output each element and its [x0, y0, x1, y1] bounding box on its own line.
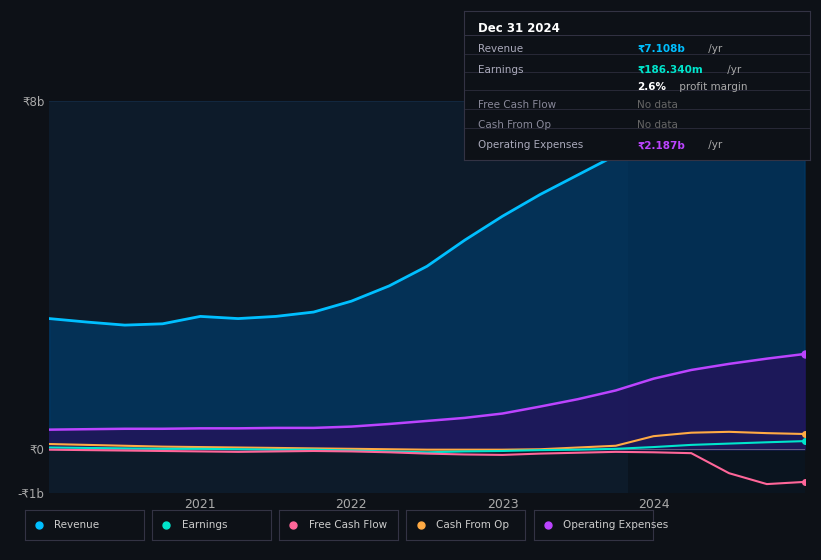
Text: Earnings: Earnings — [478, 64, 523, 74]
Text: ₹186.340m: ₹186.340m — [637, 64, 703, 74]
Text: Free Cash Flow: Free Cash Flow — [309, 520, 387, 530]
Text: Earnings: Earnings — [181, 520, 227, 530]
Text: No data: No data — [637, 119, 678, 129]
Text: Dec 31 2024: Dec 31 2024 — [478, 22, 560, 35]
Text: Operating Expenses: Operating Expenses — [563, 520, 668, 530]
Text: Free Cash Flow: Free Cash Flow — [478, 100, 556, 110]
Text: Cash From Op: Cash From Op — [478, 119, 551, 129]
Text: /yr: /yr — [705, 141, 722, 150]
Text: Operating Expenses: Operating Expenses — [478, 141, 583, 150]
Bar — [628, 101, 805, 493]
Text: ₹2.187b: ₹2.187b — [637, 141, 685, 150]
Text: /yr: /yr — [724, 64, 741, 74]
Text: profit margin: profit margin — [676, 82, 747, 92]
Text: Cash From Op: Cash From Op — [436, 520, 509, 530]
Text: Revenue: Revenue — [478, 44, 523, 54]
Text: Revenue: Revenue — [54, 520, 99, 530]
Text: ₹7.108b: ₹7.108b — [637, 44, 685, 54]
Text: No data: No data — [637, 100, 678, 110]
Text: /yr: /yr — [705, 44, 722, 54]
Text: 2.6%: 2.6% — [637, 82, 666, 92]
